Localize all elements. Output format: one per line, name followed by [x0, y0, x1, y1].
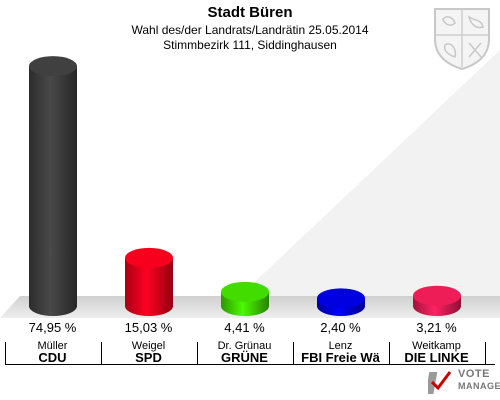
vote-check-icon: [428, 371, 452, 394]
party-label: SPD: [135, 350, 162, 365]
party-label: FBI Freie Wä: [301, 350, 380, 365]
column-separator: [485, 342, 486, 364]
bar-top: [221, 281, 269, 302]
party-label: CDU: [38, 350, 67, 365]
bar-group: [29, 56, 461, 316]
bar-top: [29, 56, 77, 77]
chart-subtitle-district: Stimmbezirk 111, Siddinghausen: [163, 38, 337, 52]
bar-gr-ne: [221, 281, 269, 316]
label-baseline: [5, 364, 495, 365]
party-label: GRÜNE: [221, 350, 268, 365]
logo-line2: MANAGER: [458, 381, 500, 391]
bar-spd: [125, 247, 173, 316]
bar-body: [29, 66, 77, 316]
column-separator: [389, 342, 390, 364]
logo-line1: VOTE: [458, 368, 490, 380]
candidate-label: Müller: [37, 340, 68, 352]
value-label: 2,40 %: [320, 320, 361, 335]
bar-cdu: [29, 56, 77, 316]
value-label: 15,03 %: [124, 320, 173, 335]
value-label: 74,95 %: [28, 320, 77, 335]
column-separator: [5, 342, 6, 364]
column-separator: [101, 342, 102, 364]
value-label: 4,41 %: [224, 320, 265, 335]
column-separator: [197, 342, 198, 364]
bar-top: [413, 285, 461, 306]
bar-top: [317, 288, 365, 309]
value-label: 3,21 %: [416, 320, 457, 335]
candidate-label: Dr. Grünau: [217, 340, 272, 352]
bar-top: [125, 247, 173, 268]
chart-title: Stadt Büren: [207, 4, 293, 21]
chart-back-wall: [240, 50, 500, 296]
candidate-label: Weigel: [131, 340, 166, 352]
bar-fbi-freie-w-: [317, 288, 365, 316]
column-separator: [293, 342, 294, 364]
chart-subtitle-election: Wahl des/der Landrats/Landrätin 25.05.20…: [131, 23, 369, 37]
party-label: DIE LINKE: [404, 350, 469, 365]
coat-of-arms-icon: [434, 8, 490, 71]
candidate-label: Weitkamp: [412, 340, 461, 352]
bar-body: [125, 257, 173, 316]
candidate-label: Lenz: [328, 340, 353, 352]
bar-die-linke: [413, 285, 461, 316]
